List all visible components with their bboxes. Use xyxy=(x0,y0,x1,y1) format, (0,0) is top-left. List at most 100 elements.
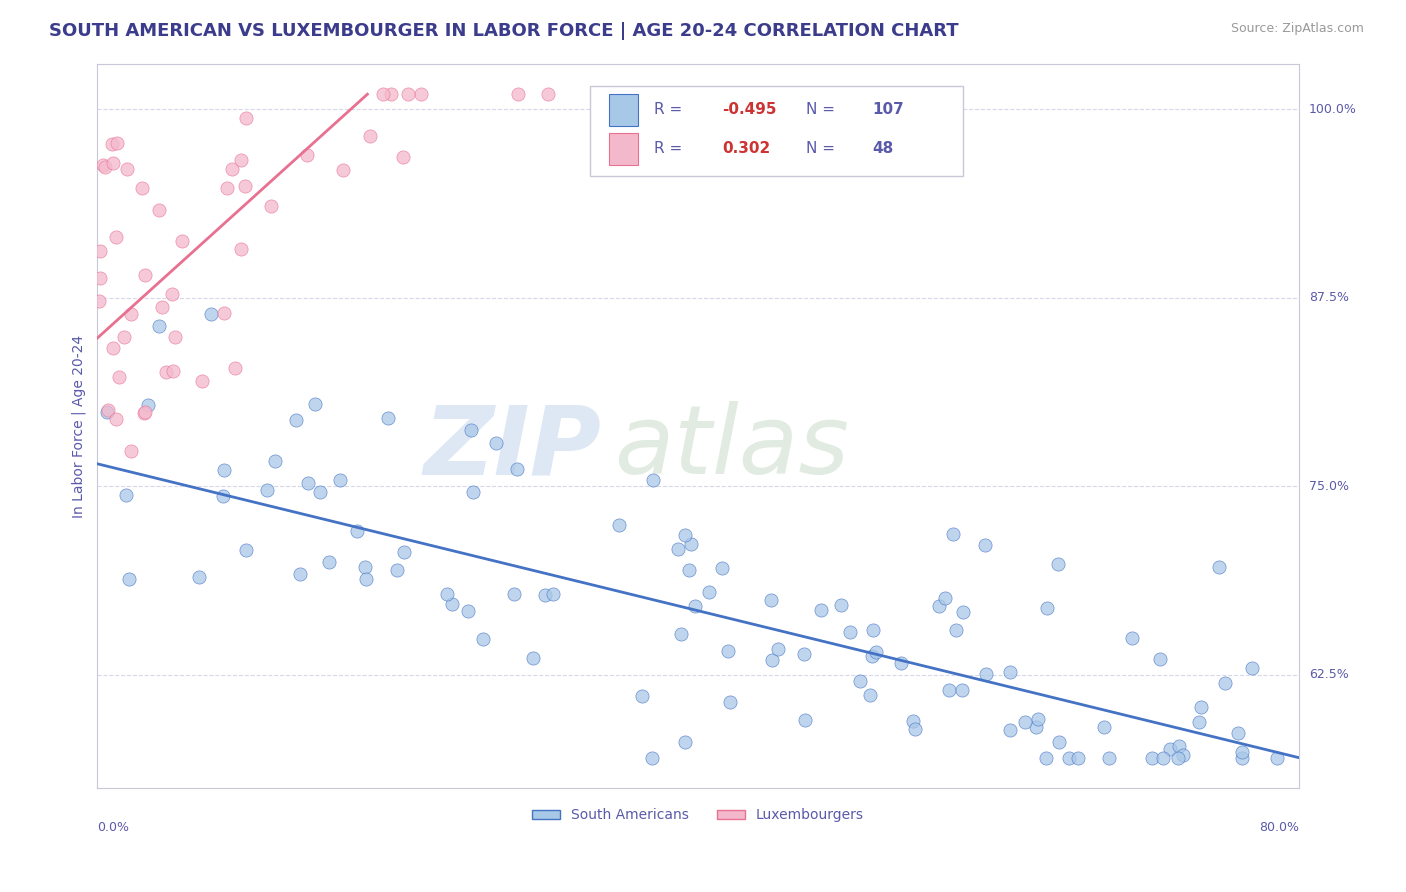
Point xyxy=(945,624,967,638)
Point xyxy=(256,483,278,497)
Point xyxy=(1188,715,1211,730)
Point xyxy=(101,155,124,169)
Point xyxy=(392,150,415,164)
Point xyxy=(136,398,159,412)
Point xyxy=(1265,751,1288,765)
Point xyxy=(212,306,235,320)
Point xyxy=(1140,751,1163,765)
Point xyxy=(1047,558,1070,572)
Text: -0.495: -0.495 xyxy=(723,103,776,117)
Text: R =: R = xyxy=(654,103,686,117)
Point xyxy=(1227,726,1250,740)
Point xyxy=(115,488,138,502)
Point xyxy=(1057,751,1080,765)
Point xyxy=(200,307,222,321)
Point xyxy=(332,162,354,177)
Point xyxy=(108,369,131,384)
Legend: South Americans, Luxembourgers: South Americans, Luxembourgers xyxy=(527,803,869,828)
Point xyxy=(148,203,170,218)
Point xyxy=(830,598,852,612)
Text: Source: ZipAtlas.com: Source: ZipAtlas.com xyxy=(1230,22,1364,36)
Point xyxy=(998,723,1021,737)
Point xyxy=(134,268,156,282)
Point xyxy=(260,198,283,212)
Point xyxy=(148,318,170,333)
Point xyxy=(150,301,173,315)
Point xyxy=(377,411,399,425)
Point xyxy=(631,689,654,703)
Text: 0.302: 0.302 xyxy=(723,141,770,156)
Point xyxy=(860,649,883,664)
Text: 87.5%: 87.5% xyxy=(1309,292,1348,304)
Point xyxy=(436,587,458,601)
Point xyxy=(120,443,142,458)
Point xyxy=(371,87,394,102)
Point xyxy=(678,563,700,577)
Point xyxy=(118,572,141,586)
Text: atlas: atlas xyxy=(614,401,849,494)
FancyBboxPatch shape xyxy=(591,86,963,177)
Point xyxy=(1047,735,1070,749)
Point xyxy=(115,162,138,177)
Point xyxy=(221,162,243,177)
Text: ZIP: ZIP xyxy=(425,401,602,494)
Point xyxy=(683,599,706,613)
Point xyxy=(934,591,956,605)
Point xyxy=(112,330,135,344)
Point xyxy=(503,587,526,601)
Point xyxy=(214,463,236,477)
Text: 48: 48 xyxy=(872,141,894,156)
Text: 0.0%: 0.0% xyxy=(97,822,129,834)
Point xyxy=(862,624,884,638)
Text: 62.5%: 62.5% xyxy=(1309,668,1348,681)
Point xyxy=(1230,751,1253,765)
Point xyxy=(673,527,696,541)
Point xyxy=(1167,751,1189,765)
Y-axis label: In Labor Force | Age 20-24: In Labor Force | Age 20-24 xyxy=(72,334,86,517)
Point xyxy=(669,627,692,641)
Text: 100.0%: 100.0% xyxy=(1309,103,1357,116)
Point xyxy=(353,559,375,574)
Point xyxy=(1067,751,1090,765)
Point xyxy=(162,364,184,378)
Point xyxy=(87,294,110,309)
FancyBboxPatch shape xyxy=(609,133,638,165)
Point xyxy=(641,473,664,487)
Point xyxy=(105,136,128,151)
Point xyxy=(1232,745,1254,759)
Text: N =: N = xyxy=(806,141,845,156)
Point xyxy=(903,714,925,728)
Point xyxy=(1026,712,1049,726)
Point xyxy=(461,484,484,499)
Point xyxy=(235,112,257,126)
Point xyxy=(297,476,319,491)
Point xyxy=(928,599,950,614)
Point xyxy=(938,683,960,698)
Point xyxy=(890,656,912,670)
Point xyxy=(793,647,815,661)
Point xyxy=(97,403,120,417)
Point xyxy=(534,588,557,602)
Point xyxy=(537,87,560,102)
Point xyxy=(160,286,183,301)
Point xyxy=(396,87,419,102)
FancyBboxPatch shape xyxy=(609,94,638,126)
Point xyxy=(717,644,740,658)
Point xyxy=(91,157,114,171)
Point xyxy=(1189,700,1212,714)
Point xyxy=(89,244,111,258)
Point xyxy=(838,625,860,640)
Point xyxy=(165,330,187,344)
Point xyxy=(346,524,368,538)
Point xyxy=(297,148,319,162)
Point xyxy=(94,160,117,174)
Point xyxy=(865,645,887,659)
Point xyxy=(810,603,832,617)
Point xyxy=(1149,651,1171,665)
Point xyxy=(666,542,689,557)
Point xyxy=(354,572,377,586)
Point xyxy=(506,87,529,102)
Point xyxy=(759,593,782,607)
Point xyxy=(1121,631,1143,645)
Point xyxy=(285,413,308,427)
